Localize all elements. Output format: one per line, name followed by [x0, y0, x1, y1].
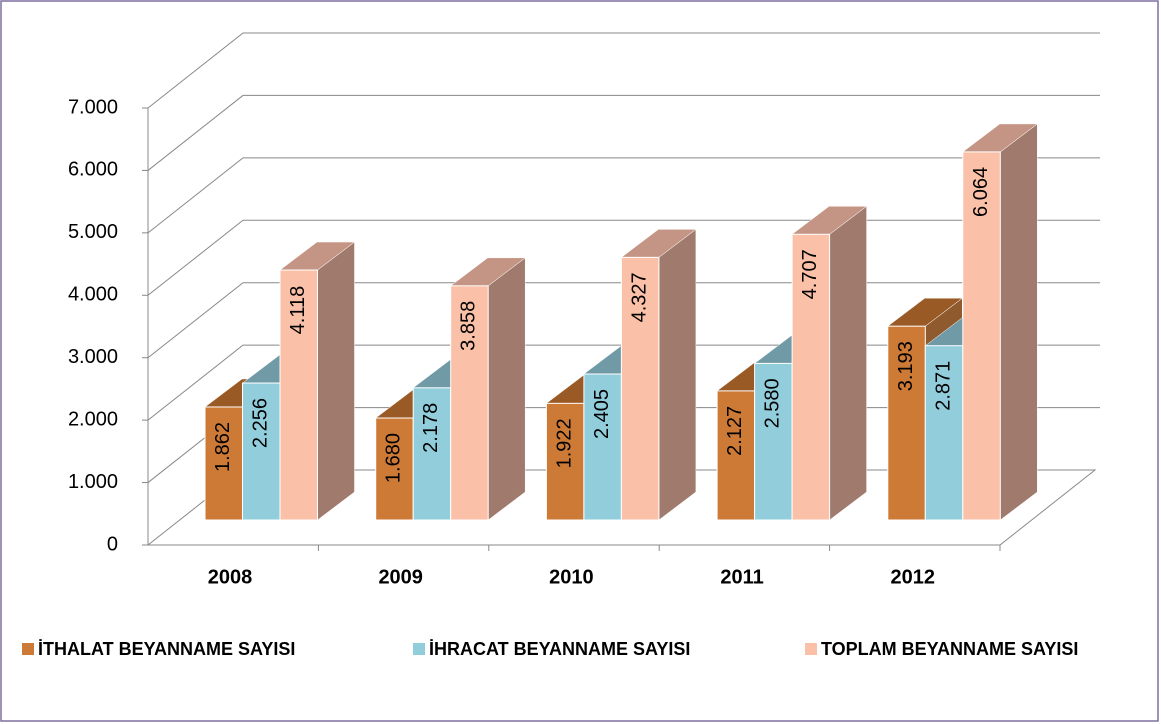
data-label: 2.871 [932, 361, 954, 411]
x-tick-label: 2011 [720, 566, 763, 588]
y-tick-label: 7.000 [68, 96, 118, 118]
bar-front [887, 325, 926, 521]
bar [962, 123, 1039, 521]
legend-swatch [22, 643, 34, 655]
y-tick-label: 0 [107, 533, 118, 555]
x-tick-label: 2010 [549, 566, 594, 588]
bar-front [620, 256, 660, 521]
data-label: 2.127 [724, 406, 746, 456]
bar [449, 257, 526, 521]
grid-line [147, 94, 1100, 171]
legend-label: İTHALAT BEYANNAME SAYISI [38, 639, 295, 659]
data-label: 3.858 [458, 301, 480, 351]
bar-side [317, 241, 355, 521]
bar-front [412, 387, 452, 521]
y-tick-label: 5.000 [68, 221, 118, 243]
bar-front [962, 151, 1001, 521]
legend-swatch [413, 643, 425, 655]
legend-label: TOPLAM BEYANNAME SAYISI [821, 639, 1078, 659]
bar-side [487, 257, 526, 521]
grid-line [147, 32, 1100, 109]
grid-line [147, 157, 1100, 234]
bar-front [924, 345, 964, 521]
bar-front [791, 233, 831, 521]
data-label: 4.118 [287, 286, 309, 335]
bar [620, 228, 697, 521]
bar-side [658, 228, 697, 521]
bar-front [545, 402, 585, 521]
y-tick-label: 1.000 [68, 471, 118, 493]
bar [791, 205, 868, 521]
data-label: 4.327 [628, 272, 650, 322]
y-tick-label: 3.000 [68, 346, 118, 368]
bar-front [279, 269, 318, 521]
bar-front [375, 417, 414, 521]
x-tick-label: 2008 [208, 566, 253, 588]
bar-side [1000, 123, 1038, 521]
bar-side [829, 205, 867, 521]
data-label: 2.178 [420, 403, 442, 453]
y-tick-label: 4.000 [68, 284, 118, 306]
y-tick-label: 6.000 [68, 159, 118, 181]
x-tick-label: 2009 [378, 566, 423, 588]
bar-front [754, 362, 793, 521]
bar-front [583, 373, 622, 521]
x-tick-label: 2012 [891, 566, 936, 588]
data-label: 1.862 [212, 422, 234, 472]
bar-front [450, 285, 489, 521]
data-label: 6.064 [970, 167, 992, 217]
bar-front [204, 406, 243, 521]
data-label: 2.580 [762, 378, 784, 428]
data-label: 1.922 [553, 418, 575, 468]
data-label: 2.405 [591, 389, 613, 439]
data-label: 2.256 [250, 398, 272, 448]
data-label: 4.707 [799, 249, 821, 299]
legend-swatch [805, 643, 817, 655]
data-label: 3.193 [895, 341, 917, 391]
data-label: 1.680 [383, 433, 405, 483]
bar [279, 241, 356, 521]
bar-front [242, 382, 281, 521]
y-tick-label: 2.000 [68, 408, 118, 430]
legend-label: İHRACAT BEYANNAME SAYISI [429, 639, 690, 659]
